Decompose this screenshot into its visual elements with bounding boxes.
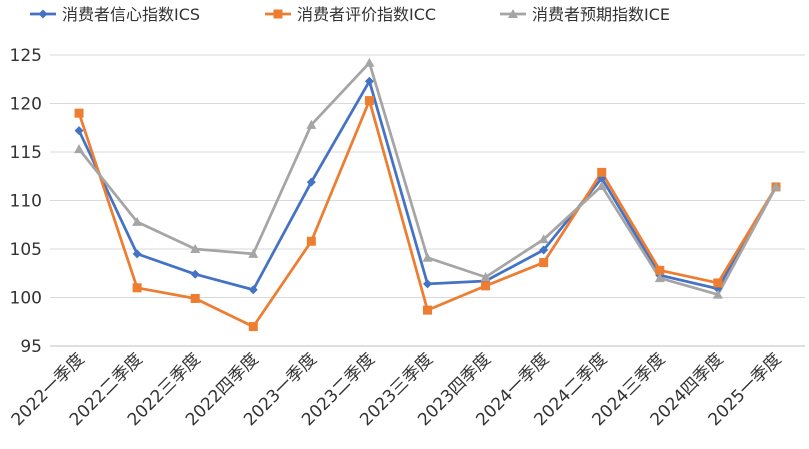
legend-item: 消费者预期指数ICE: [500, 5, 670, 24]
data-point-triangle: [248, 248, 259, 258]
legend-marker-diamond: [38, 9, 48, 19]
y-tick-label: 110: [10, 192, 42, 212]
data-point-square: [364, 96, 374, 106]
data-point-diamond: [539, 245, 549, 255]
data-point-square: [306, 236, 316, 246]
data-point-diamond: [190, 269, 200, 279]
data-point-diamond: [248, 285, 258, 295]
data-point-square: [539, 258, 549, 268]
data-point-triangle: [74, 144, 85, 154]
y-tick-label: 100: [10, 289, 42, 309]
legend-marker-square: [273, 9, 283, 19]
data-point-diamond: [423, 279, 432, 289]
series-markers: [74, 57, 781, 332]
data-point-square: [248, 322, 258, 332]
data-point-diamond: [364, 76, 374, 86]
legend-label: 消费者预期指数ICE: [532, 5, 670, 24]
data-point-square: [713, 278, 723, 288]
data-point-square: [655, 265, 665, 275]
legend: 消费者信心指数ICS 消费者评价指数ICC 消费者预期指数ICE: [30, 5, 670, 24]
data-point-triangle: [422, 252, 433, 262]
x-axis: 2022一季度2022二季度2022三季度2022四季度2023一季度2023二…: [8, 345, 805, 430]
data-point-diamond: [306, 177, 316, 187]
data-point-triangle: [132, 216, 143, 226]
data-point-square: [423, 305, 432, 315]
y-tick-label: 115: [10, 143, 42, 163]
data-point-square: [132, 283, 142, 293]
data-point-diamond: [132, 249, 142, 259]
data-point-triangle: [538, 234, 549, 244]
data-point-triangle: [480, 272, 491, 282]
legend-label: 消费者信心指数ICS: [62, 5, 200, 24]
data-point-triangle: [190, 244, 201, 253]
legend-item: 消费者评价指数ICC: [265, 5, 436, 24]
data-point-triangle: [306, 119, 317, 129]
data-point-square: [74, 108, 84, 118]
data-point-triangle: [654, 273, 665, 283]
data-point-square: [481, 281, 491, 291]
series-line-square: [77, 99, 778, 328]
gridlines: [50, 54, 805, 298]
data-point-diamond: [74, 126, 84, 136]
data-point-triangle: [712, 289, 723, 299]
legend-item: 消费者信心指数ICS: [30, 5, 200, 24]
y-tick-label: 105: [10, 240, 42, 260]
data-point-triangle: [596, 180, 607, 190]
data-point-triangle: [364, 57, 375, 67]
data-point-square: [190, 293, 200, 303]
data-point-square: [597, 167, 607, 177]
y-tick-label: 120: [10, 95, 42, 115]
y-tick-label: 125: [10, 46, 42, 66]
data-point-triangle: [770, 181, 781, 191]
y-axis: 95 100 105 110 115 120 125: [10, 46, 42, 357]
legend-label: 消费者评价指数ICC: [297, 5, 436, 24]
y-tick-label: 95: [20, 337, 42, 357]
legend-marker-triangle: [508, 9, 518, 18]
